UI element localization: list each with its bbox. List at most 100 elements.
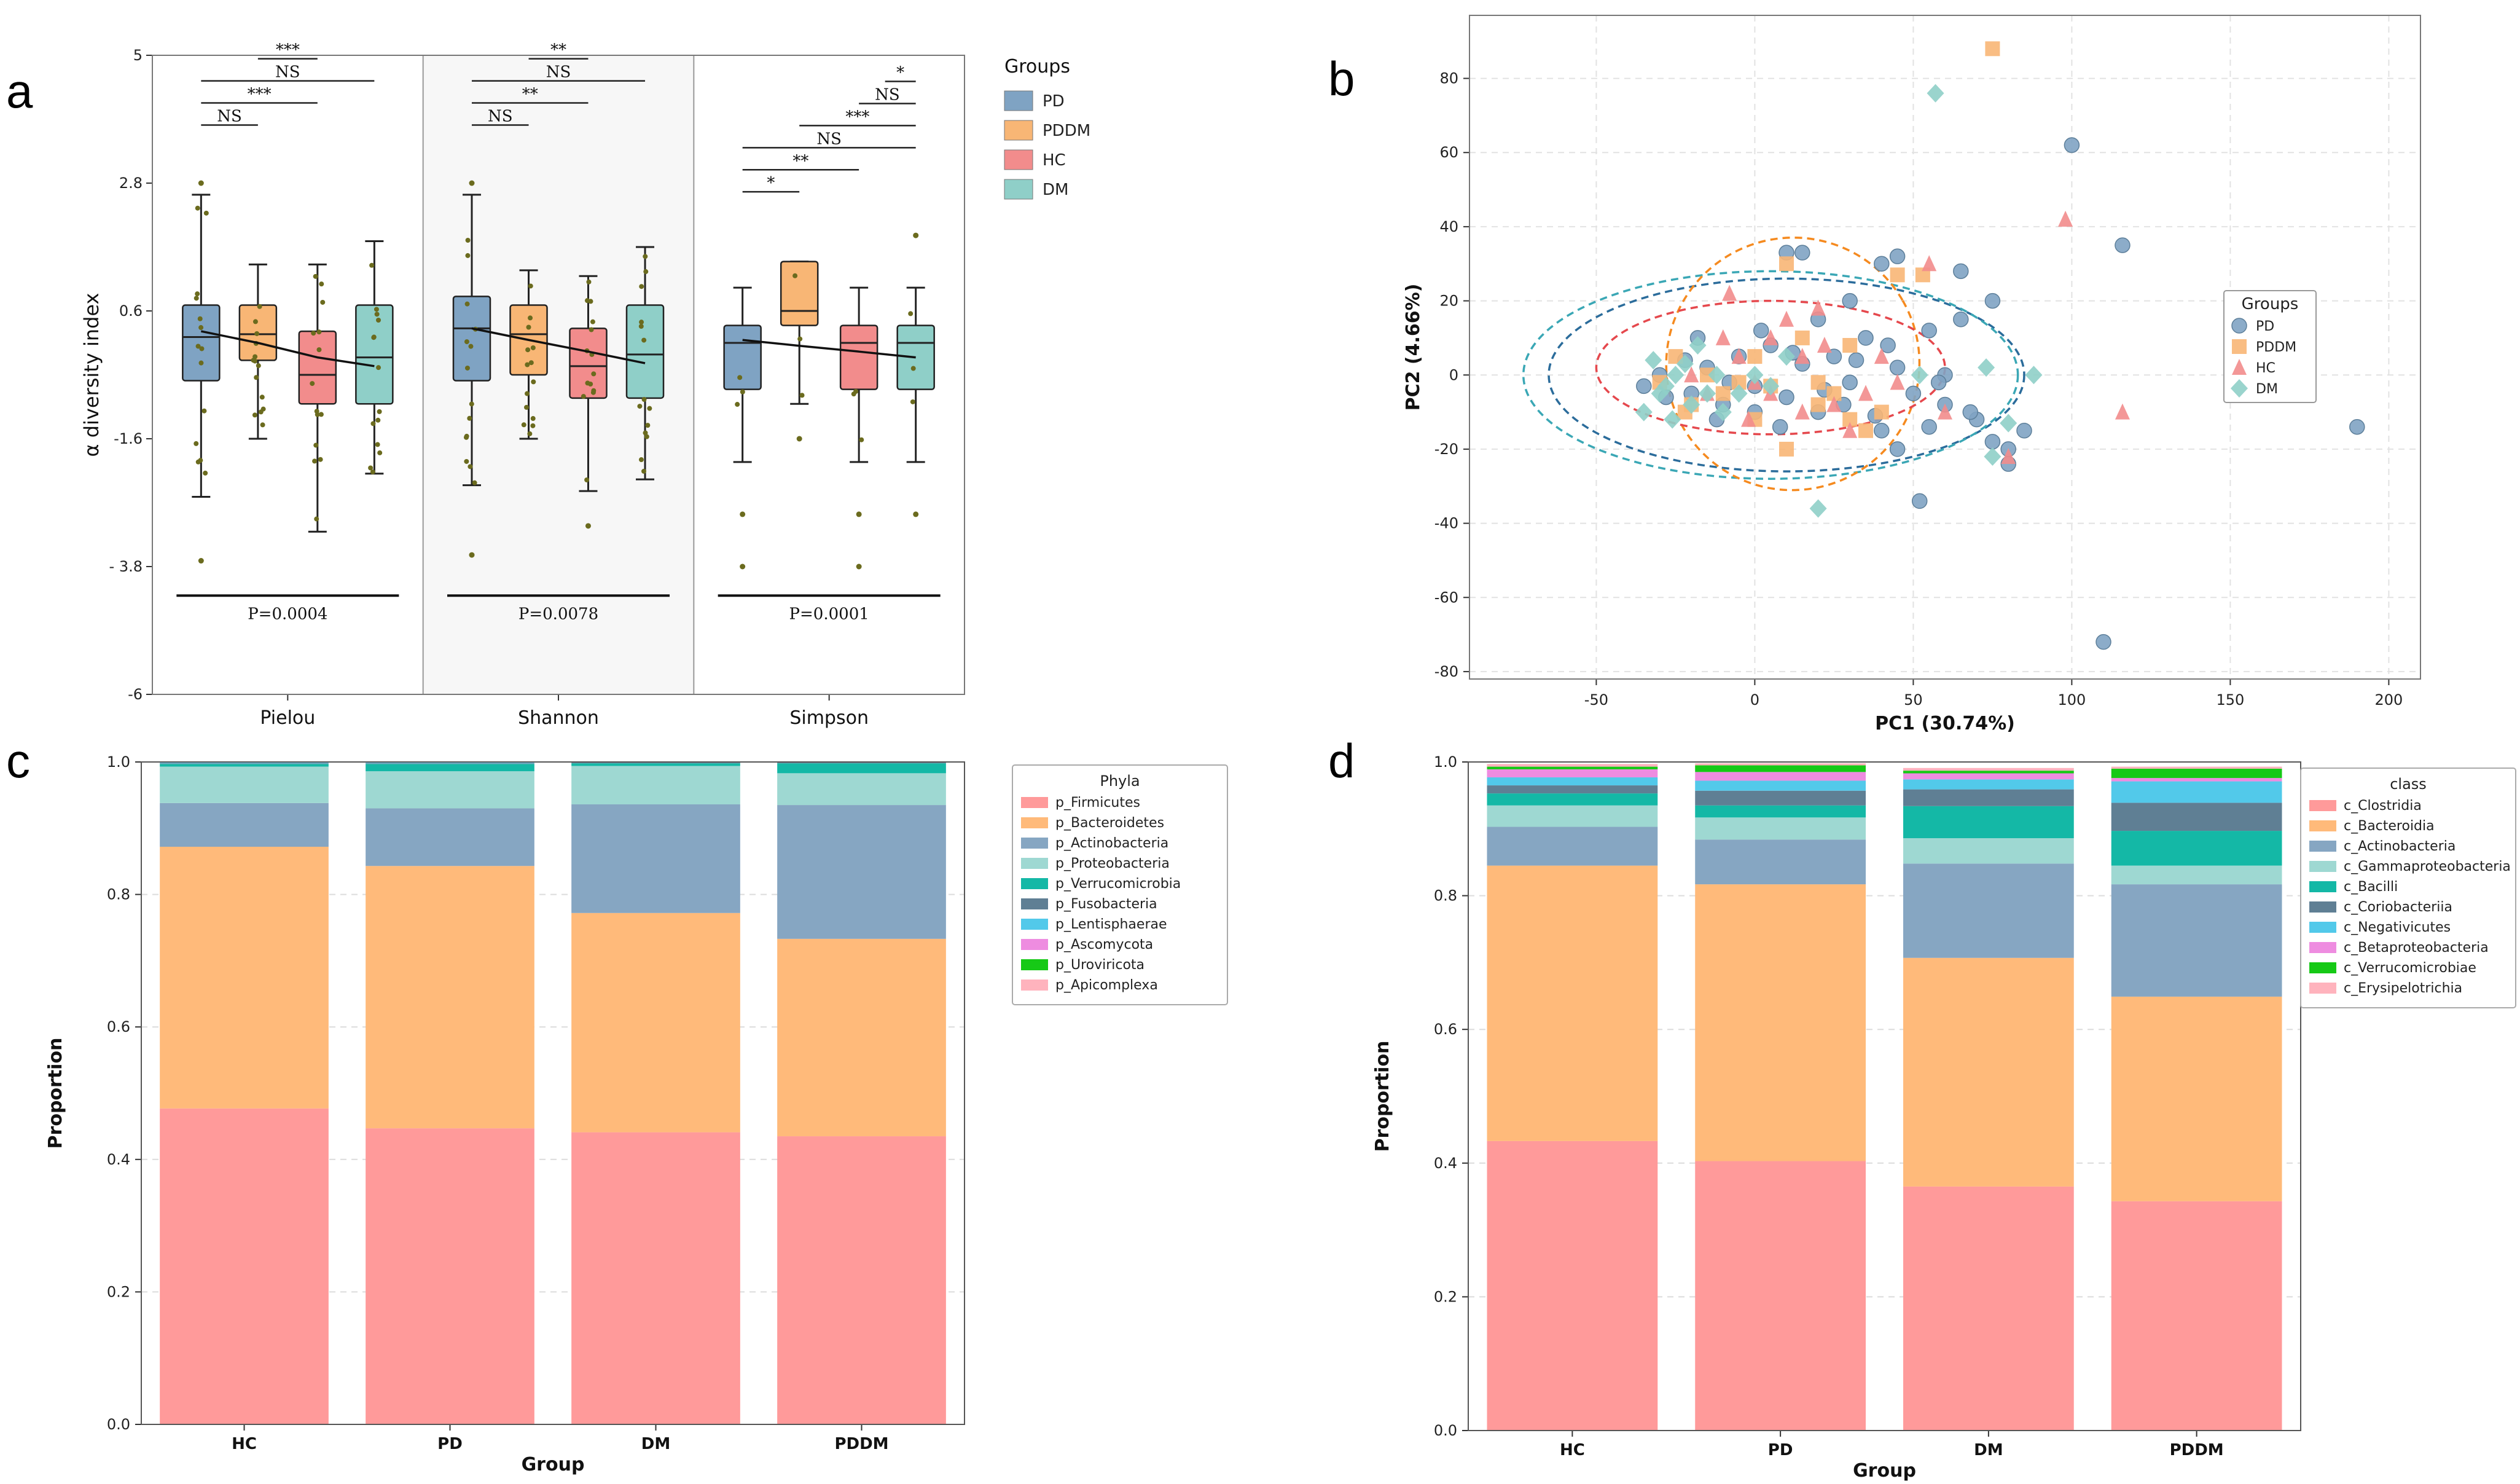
y-tick-label: -40 (1434, 515, 1458, 532)
data-dot (465, 238, 471, 243)
legend-swatch-p-bacteroidetes (1021, 817, 1048, 828)
y-tick-label: -6 (128, 686, 143, 703)
data-dot (643, 269, 649, 275)
data-dot (464, 301, 470, 307)
box-pielou-hc (298, 330, 337, 405)
data-dot (375, 318, 381, 323)
significance-label: NS (275, 63, 300, 82)
data-dot (368, 465, 374, 471)
data-dot (314, 409, 319, 414)
point-pddm (1874, 404, 1889, 420)
legend-label-p-fusobacteria: p_Fusobacteria (1055, 897, 1157, 912)
data-dot (258, 409, 264, 415)
legend-title: Phyla (1100, 772, 1140, 790)
data-dot (644, 434, 649, 439)
legend-swatch-c-verrucomicrobiae (2309, 962, 2336, 973)
legend-box-b (2223, 290, 2317, 403)
data-dot (639, 320, 644, 325)
data-dot (465, 253, 471, 258)
significance-label: NS (217, 107, 242, 125)
point-pd (1794, 245, 1810, 261)
y-tick-label: 0.2 (107, 1283, 130, 1300)
data-dot (530, 345, 536, 350)
legend-label-p-proteobacteria: p_Proteobacteria (1055, 856, 1170, 871)
confidence-ellipse-dm (1522, 270, 2019, 480)
bar-pd-p-verrucomicrobia (366, 764, 534, 772)
legend-label-p-bacteroidetes: p_Bacteroidetes (1055, 815, 1164, 831)
bar-pddm-p-firmicutes (777, 1136, 946, 1424)
bar-pddm-c-bacteroidia (2111, 996, 2282, 1201)
bar-hc-p-actinobacteria (160, 803, 329, 847)
point-dm (1762, 377, 1780, 396)
point-hc (1810, 299, 1826, 316)
bar-dm-p-firmicutes (571, 1132, 740, 1424)
legend-label-pd: PD (2256, 319, 2274, 334)
data-dot (198, 360, 204, 366)
bar-pd-p-actinobacteria (366, 808, 534, 866)
box-simpson-pd (723, 324, 762, 390)
data-dot (467, 415, 472, 421)
data-dot (375, 442, 380, 447)
legend-label-p-verrucomicrobia: p_Verrucomicrobia (1055, 876, 1181, 892)
point-hc (2001, 447, 2016, 464)
x-tick-label-pd: PD (437, 1435, 463, 1453)
bar-dm-c-negativicutes (1903, 779, 2074, 790)
y-axis-label-b: PC2 (4.66%) (1403, 284, 1424, 411)
outlier-dot (856, 563, 862, 570)
point-pddm (1810, 397, 1826, 412)
data-dot (472, 480, 477, 485)
legend-swatch-hc (1004, 149, 1033, 170)
point-pd (1984, 434, 2001, 450)
bar-hc-p-fusobacteria (160, 763, 329, 764)
legend-swatch-p-proteobacteria (1021, 858, 1048, 869)
bar-dm-c-verrucomicrobiae (1903, 771, 2074, 774)
significance-label: *** (248, 85, 272, 104)
data-dot (320, 299, 326, 305)
bar-dm-c-coriobacteriia (1903, 789, 2074, 806)
x-tick-label-pddm: PDDM (834, 1435, 888, 1453)
point-pd (2115, 237, 2131, 253)
panel-b: b -50 0 50 100 150 200 -80 -60 -40 -20 0 20 40 60 80 P… (1328, 15, 2421, 734)
trend-line (471, 327, 646, 364)
data-dot (645, 423, 651, 428)
bar-pddm-p-actinobacteria (777, 805, 946, 939)
bar-hc-c-actinobacteria (1487, 826, 1658, 866)
data-dot (527, 431, 533, 436)
point-hc (1684, 366, 1699, 383)
legend-label-c-actinobacteria: c_Actinobacteria (2344, 839, 2455, 854)
point-hc (1858, 385, 1873, 401)
legend-box (1012, 764, 1228, 1005)
point-pd (1889, 359, 1906, 375)
point-dm (1664, 410, 1681, 429)
data-dot (370, 421, 376, 426)
legend-swatch-c-actinobacteria (2309, 841, 2336, 852)
data-dot (313, 442, 319, 448)
data-dot (908, 311, 914, 316)
y-tick-label: 40 (1439, 218, 1458, 235)
bar-hc-p-proteobacteria (160, 766, 329, 803)
x-tick-label-dm: DM (1974, 1441, 2003, 1459)
box-pielou-dm (355, 304, 394, 405)
data-dot (590, 319, 595, 324)
confidence-ellipse-pddm (1665, 236, 1921, 492)
legend-label-pddm: PDDM (1043, 122, 1090, 140)
point-dm (1699, 384, 1716, 403)
point-dm (1667, 366, 1685, 385)
bar-pd-p-firmicutes (366, 1128, 534, 1424)
data-dot (851, 391, 856, 397)
point-hc (1874, 348, 1889, 364)
bar-dm-p-verrucomicrobia (571, 763, 740, 766)
y-tick-label: 0.4 (107, 1151, 130, 1168)
point-pddm (1779, 256, 1794, 272)
point-pd (2064, 137, 2080, 153)
legend-swatch-c-erysipelotrichia (2309, 983, 2336, 994)
legend-c: Phyla p_Firmicutes p_Bacteroidetes p_Actino… (1012, 764, 1228, 1005)
data-dot (464, 458, 469, 464)
significance-label: ** (792, 152, 808, 170)
point-pd (1842, 374, 1858, 391)
bar-hc-p-firmicutes (160, 1108, 329, 1424)
point-dm (1676, 355, 1694, 374)
point-pddm (1747, 349, 1763, 364)
y-tick-label: 1.0 (107, 753, 130, 771)
data-dot (195, 344, 201, 349)
